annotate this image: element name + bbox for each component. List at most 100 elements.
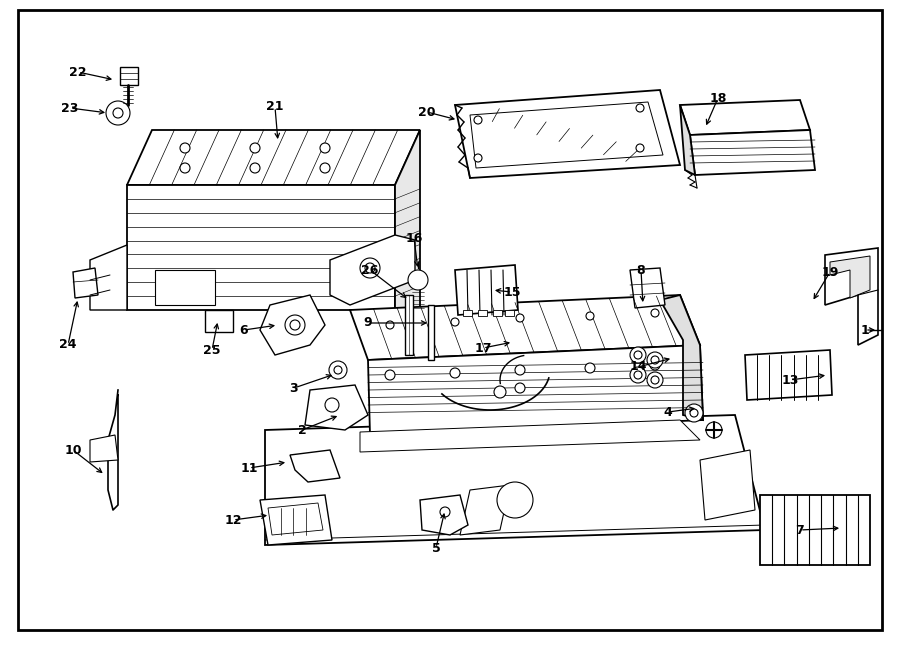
Text: 12: 12: [224, 514, 242, 527]
Circle shape: [285, 315, 305, 335]
Polygon shape: [260, 495, 332, 545]
Text: 25: 25: [203, 344, 220, 356]
Circle shape: [325, 398, 339, 412]
Polygon shape: [660, 295, 703, 420]
Polygon shape: [700, 450, 755, 520]
Circle shape: [516, 314, 524, 322]
Circle shape: [636, 104, 644, 112]
Circle shape: [630, 367, 646, 383]
Circle shape: [651, 356, 659, 364]
Circle shape: [106, 101, 130, 125]
Text: 3: 3: [290, 381, 298, 395]
Circle shape: [180, 143, 190, 153]
Text: 10: 10: [64, 444, 82, 457]
Circle shape: [440, 507, 450, 517]
Circle shape: [515, 365, 525, 375]
Circle shape: [634, 371, 642, 379]
Circle shape: [474, 116, 482, 124]
Text: 17: 17: [474, 342, 491, 354]
Text: 6: 6: [239, 323, 248, 336]
Circle shape: [651, 309, 659, 317]
Text: 4: 4: [663, 405, 672, 418]
Text: 16: 16: [405, 231, 423, 245]
Circle shape: [690, 409, 698, 417]
Bar: [120, 67, 138, 85]
Circle shape: [450, 368, 460, 378]
Polygon shape: [265, 415, 765, 545]
Bar: [760, 495, 870, 565]
Text: 13: 13: [781, 373, 798, 387]
Circle shape: [334, 366, 342, 374]
Polygon shape: [395, 130, 420, 310]
Polygon shape: [290, 450, 340, 482]
Circle shape: [651, 376, 659, 384]
Text: 11: 11: [240, 461, 257, 475]
Text: 21: 21: [266, 100, 284, 114]
Circle shape: [113, 108, 123, 118]
Polygon shape: [350, 295, 700, 360]
Polygon shape: [460, 485, 510, 535]
Polygon shape: [630, 268, 665, 308]
Bar: [155, 270, 215, 305]
Polygon shape: [830, 256, 870, 298]
Circle shape: [630, 347, 646, 363]
Polygon shape: [680, 105, 695, 175]
Circle shape: [365, 263, 375, 273]
Circle shape: [634, 351, 642, 359]
Polygon shape: [330, 235, 415, 305]
Bar: [405, 295, 413, 355]
Polygon shape: [455, 265, 518, 315]
Polygon shape: [73, 268, 98, 298]
Circle shape: [685, 404, 703, 422]
Polygon shape: [825, 248, 878, 345]
Bar: [478, 310, 487, 316]
Circle shape: [320, 143, 330, 153]
Text: 19: 19: [822, 266, 839, 278]
Circle shape: [497, 482, 533, 518]
Text: 2: 2: [298, 424, 306, 436]
Circle shape: [515, 383, 525, 393]
Circle shape: [250, 163, 260, 173]
Text: 1: 1: [860, 323, 869, 336]
Circle shape: [474, 154, 482, 162]
Text: 14: 14: [629, 360, 647, 373]
Circle shape: [250, 143, 260, 153]
Circle shape: [408, 270, 428, 290]
Bar: [428, 305, 434, 360]
Polygon shape: [745, 350, 832, 400]
Circle shape: [180, 163, 190, 173]
Polygon shape: [127, 130, 420, 185]
Circle shape: [650, 360, 660, 370]
Circle shape: [636, 144, 644, 152]
Bar: [493, 310, 502, 316]
Polygon shape: [90, 245, 127, 310]
Circle shape: [386, 321, 394, 329]
Polygon shape: [470, 102, 663, 168]
Polygon shape: [368, 345, 703, 435]
Text: 9: 9: [364, 317, 373, 329]
Polygon shape: [360, 420, 700, 452]
Circle shape: [451, 318, 459, 326]
Polygon shape: [680, 100, 810, 135]
Polygon shape: [455, 90, 680, 178]
Text: 23: 23: [61, 102, 78, 114]
Circle shape: [706, 422, 722, 438]
Text: 22: 22: [69, 65, 86, 79]
Circle shape: [360, 258, 380, 278]
Polygon shape: [305, 385, 368, 430]
Circle shape: [385, 370, 395, 380]
Circle shape: [647, 352, 663, 368]
Polygon shape: [260, 295, 325, 355]
Circle shape: [290, 320, 300, 330]
Text: 8: 8: [636, 264, 645, 276]
Polygon shape: [420, 495, 468, 535]
Circle shape: [329, 361, 347, 379]
Bar: [505, 310, 514, 316]
Polygon shape: [127, 185, 395, 310]
Circle shape: [586, 312, 594, 320]
Text: 26: 26: [361, 264, 379, 276]
Text: 24: 24: [59, 338, 76, 352]
Polygon shape: [268, 503, 323, 535]
Polygon shape: [90, 435, 118, 462]
Circle shape: [585, 363, 595, 373]
